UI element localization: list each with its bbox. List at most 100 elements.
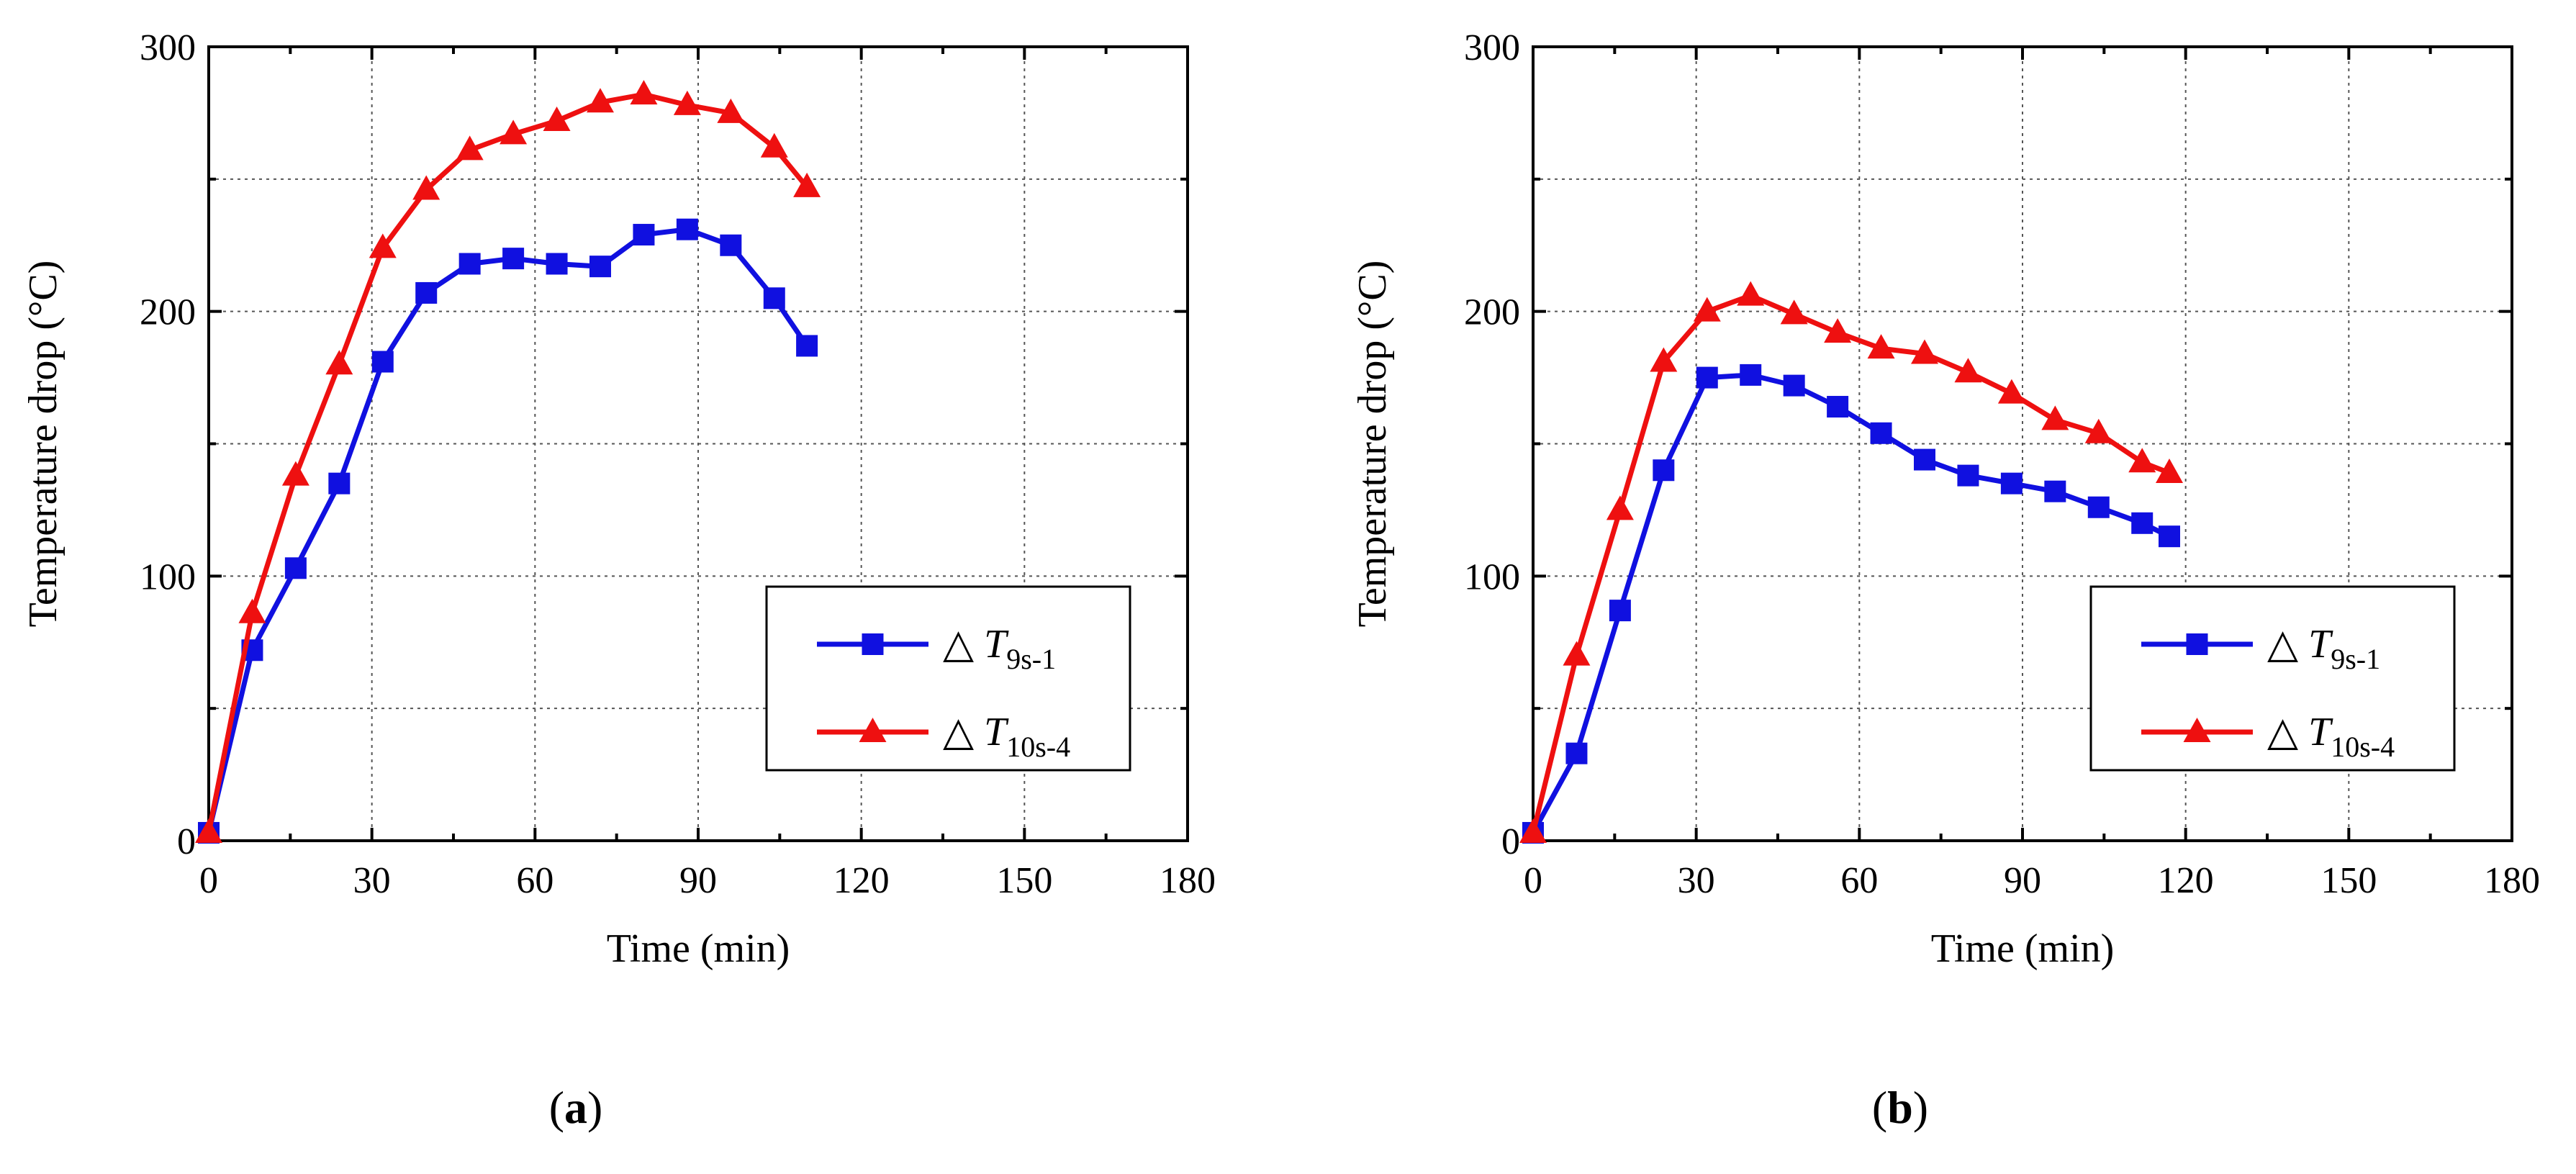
data-point — [1957, 464, 1979, 487]
panel-label: (b) — [1872, 1082, 1928, 1133]
legend-swatch-marker — [859, 718, 887, 742]
legend-label: △ T10s-4 — [943, 710, 1070, 763]
data-point — [676, 218, 698, 240]
y-tick-label: 200 — [140, 292, 196, 333]
x-tick-label: 60 — [1840, 860, 1878, 901]
y-tick-label: 100 — [140, 556, 196, 597]
data-point — [1653, 459, 1675, 482]
legend-item: △ T10s-4 — [817, 710, 1070, 763]
series-triangle — [195, 80, 821, 843]
data-point — [1519, 818, 1547, 843]
data-point — [1914, 448, 1935, 471]
data-point — [2041, 405, 2069, 430]
data-point — [1954, 358, 1982, 383]
data-point — [500, 119, 528, 145]
x-axis-title: Time (min) — [607, 926, 790, 971]
series-line — [206, 227, 809, 834]
series-line — [1530, 372, 2171, 834]
legend-box — [765, 585, 1131, 772]
legend-swatch-marker — [2183, 718, 2211, 742]
data-point — [633, 224, 655, 246]
data-point — [793, 172, 821, 197]
data-point — [1911, 339, 1938, 364]
data-point — [720, 234, 742, 256]
data-point — [1780, 299, 1808, 325]
series-line — [206, 91, 809, 834]
data-point — [760, 132, 788, 158]
data-point — [1870, 422, 1892, 444]
x-tick-label: 30 — [1678, 860, 1715, 901]
data-point — [1606, 495, 1634, 520]
data-point — [717, 98, 745, 123]
data-point — [369, 233, 397, 258]
y-tick-label: 0 — [177, 821, 196, 862]
data-point — [325, 350, 353, 375]
x-tick-label: 90 — [679, 860, 717, 901]
x-axis-title: Time (min) — [1931, 926, 2115, 971]
data-point — [328, 472, 351, 495]
y-axis-title: Temperature drop (°C) — [21, 261, 65, 628]
data-point — [1609, 600, 1631, 622]
series-triangle — [1519, 281, 2183, 843]
data-point — [502, 248, 525, 270]
data-point — [456, 135, 484, 161]
legend-label: △ T9s-1 — [943, 622, 1056, 675]
x-tick-label: 0 — [199, 860, 218, 901]
legend-swatch-marker — [2186, 633, 2208, 655]
data-point — [281, 461, 309, 486]
legend-swatch-marker — [862, 633, 884, 655]
x-tick-label: 150 — [2320, 860, 2377, 901]
legend-label: △ T9s-1 — [2267, 622, 2380, 675]
data-point — [238, 598, 266, 623]
x-tick-label: 90 — [2004, 860, 2041, 901]
data-point — [1565, 742, 1588, 764]
legend: △ T9s-1 △ T10s-4 — [2089, 585, 2456, 772]
x-tick-label: 120 — [2158, 860, 2214, 901]
y-tick-label: 300 — [1464, 27, 1520, 68]
data-point — [412, 175, 440, 200]
data-point — [587, 88, 614, 113]
x-tick-label: 30 — [353, 860, 391, 901]
x-tick-label: 0 — [1524, 860, 1542, 901]
y-axis-title: Temperature drop (°C) — [1350, 261, 1395, 628]
y-tick-label: 200 — [1464, 292, 1520, 333]
data-point — [2044, 480, 2066, 502]
data-point — [2087, 496, 2110, 518]
data-point — [1783, 374, 1805, 397]
data-point — [546, 253, 568, 275]
data-point — [673, 90, 701, 115]
data-point — [1740, 364, 1762, 386]
data-point — [284, 557, 307, 579]
chart-panel-a: 0 30 60 90 120 150 180 0 100 200 300 Time (min) Temp… — [21, 27, 1216, 1133]
x-tick-label: 60 — [516, 860, 553, 901]
series-square — [198, 218, 818, 844]
legend-item: △ T10s-4 — [2141, 710, 2395, 763]
data-point — [630, 80, 658, 105]
ticks: 0 30 60 90 120 150 180 0 100 200 300 — [140, 27, 1216, 901]
data-point — [1696, 366, 1718, 389]
y-tick-label: 100 — [1464, 556, 1520, 597]
data-point — [1650, 347, 1678, 372]
legend-box — [2089, 585, 2456, 772]
data-point — [1997, 379, 2025, 404]
series-line — [1530, 293, 2171, 834]
data-point — [1824, 318, 1852, 343]
data-point — [2084, 418, 2112, 443]
ticks: 0 30 60 90 120 150 180 0 100 200 300 — [1464, 27, 2540, 901]
y-tick-label: 0 — [1501, 821, 1520, 862]
data-point — [2156, 458, 2183, 483]
data-point — [589, 256, 611, 278]
panel-label: (a) — [549, 1082, 603, 1133]
data-point — [1693, 297, 1721, 322]
data-point — [2131, 512, 2154, 534]
data-point — [415, 281, 438, 304]
legend-item: △ T9s-1 — [817, 622, 1056, 675]
gridlines — [1533, 47, 2512, 841]
x-tick-label: 120 — [833, 860, 890, 901]
data-point — [1737, 281, 1765, 306]
chart-panel-b: 0 30 60 90 120 150 180 0 100 200 300 Time (min) Temp… — [1350, 27, 2540, 1133]
data-point — [2000, 472, 2023, 495]
data-point — [2159, 525, 2180, 548]
legend: △ T9s-1 △ T10s-4 — [765, 585, 1131, 772]
